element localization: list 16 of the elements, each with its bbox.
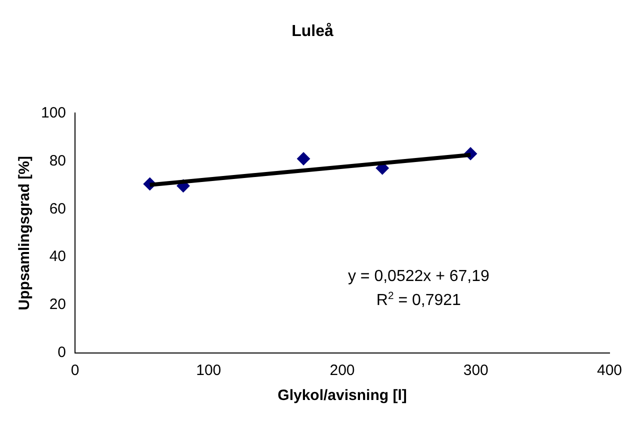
y-tick-label: 100 [40, 104, 66, 122]
x-tick-label: 400 [596, 362, 622, 380]
x-tick-label: 0 [70, 362, 80, 380]
y-axis-title: Uppsamlingsgrad [%] [16, 156, 34, 310]
point [297, 152, 310, 166]
x-tick-label: 100 [196, 362, 222, 380]
y-tick-label: 20 [49, 296, 66, 314]
x-tick-label: 200 [330, 362, 355, 380]
y-tick-label: 80 [49, 152, 66, 170]
y-tick-label: 40 [49, 248, 66, 266]
annotation: y = 0,0522x + 67,19 [348, 268, 490, 286]
y-tick-label: 0 [58, 344, 66, 362]
chart-title: Luleå [292, 22, 334, 40]
x-tick-label: 300 [463, 362, 488, 380]
x-axis-title: Glykol/avisning [l] [278, 387, 407, 404]
y-tick-label: 60 [49, 200, 66, 218]
